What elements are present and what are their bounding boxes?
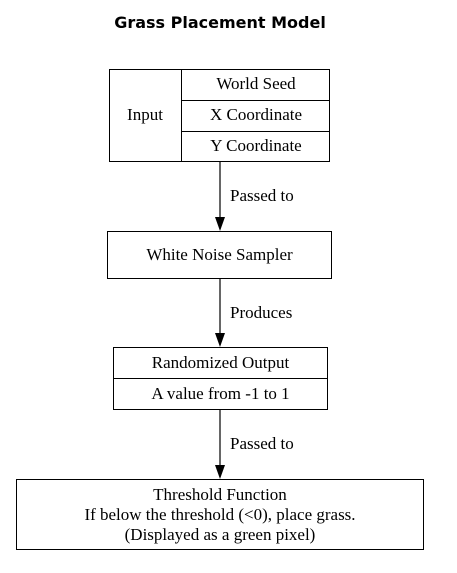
sampler-label: White Noise Sampler [146,245,293,264]
output-value: A value from -1 to 1 [151,384,290,403]
edge-input-to-sampler [215,162,225,231]
diagram-title: Grass Placement Model [114,13,326,32]
output-node: Randomized Output A value from -1 to 1 [113,347,328,410]
threshold-node: Threshold Function If below the threshol… [16,479,424,550]
sampler-node: White Noise Sampler [107,231,332,279]
threshold-line-2: If below the threshold (<0), place grass… [84,505,356,524]
edge-label-passed-to: Passed to [230,186,294,205]
input-node: Input World Seed X Coordinate Y Coordina… [109,69,330,162]
edge-label-produces: Produces [230,303,293,322]
threshold-line-1: Threshold Function [153,485,287,504]
input-field-label: X Coordinate [209,105,303,124]
output-title-cell: Randomized Output [113,347,328,379]
input-field-label: World Seed [216,74,296,93]
output-title: Randomized Output [151,353,290,372]
edge-label-passed-to: Passed to [230,434,294,453]
input-field-world-seed: World Seed [182,69,330,101]
input-field-label: Y Coordinate [210,136,302,155]
input-field-y-coordinate: Y Coordinate [182,132,330,162]
input-label-cell: Input [109,69,182,162]
input-label: Input [127,105,163,124]
edge-output-to-threshold [215,410,225,479]
input-field-x-coordinate: X Coordinate [182,101,330,132]
edge-sampler-to-output [215,279,225,347]
threshold-line-3: (Displayed as a green pixel) [124,525,316,544]
